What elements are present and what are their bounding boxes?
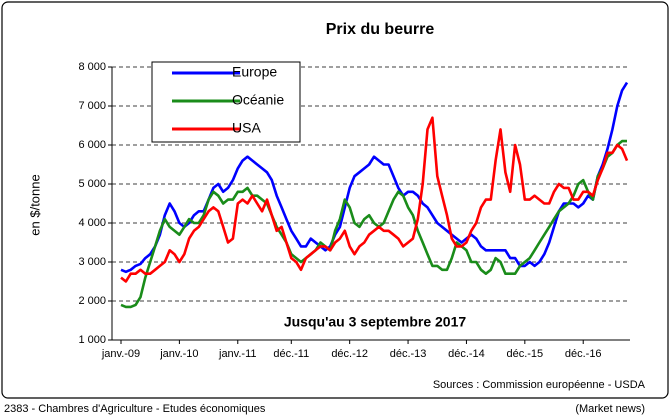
x-tick-label: déc.-12 — [331, 348, 368, 360]
y-tick-label: 4 000 — [78, 217, 106, 229]
y-tick-label: 3 000 — [78, 256, 106, 268]
y-tick-label: 7 000 — [78, 100, 106, 112]
y-tick-label: 5 000 — [78, 178, 106, 190]
annotation: Jusqu'au 3 septembre 2017 — [284, 314, 467, 330]
y-tick-label: 8 000 — [78, 61, 106, 73]
legend-label: Europe — [232, 64, 277, 80]
series-line — [120, 139, 627, 309]
x-tick-label: janv.-11 — [218, 348, 257, 360]
footer-source: (Market news) — [575, 403, 645, 415]
footer-left: 2383 - Chambres d'Agriculture - Etudes é… — [4, 403, 266, 415]
footer-source: Sources : Commission européenne - USDA — [433, 379, 646, 391]
series-line — [120, 116, 629, 283]
x-tick-label: déc.-15 — [506, 348, 543, 360]
chart-title: Prix du beurre — [326, 21, 435, 38]
x-tick-label: déc.-13 — [390, 348, 427, 360]
legend-label: Océanie — [232, 92, 284, 108]
y-tick-label: 6 000 — [78, 139, 106, 151]
y-tick-label: 1 000 — [78, 334, 106, 346]
legend-label: USA — [232, 120, 261, 136]
x-tick-label: déc.-11 — [273, 348, 309, 360]
y-tick-label: 2 000 — [78, 295, 106, 307]
x-tick-label: déc.-16 — [565, 348, 602, 360]
x-tick-label: déc.-14 — [448, 348, 485, 360]
x-tick-label: janv.-10 — [159, 348, 198, 360]
x-tick-label: janv.-09 — [101, 348, 140, 360]
y-axis-label: en $/tonne — [27, 174, 42, 235]
